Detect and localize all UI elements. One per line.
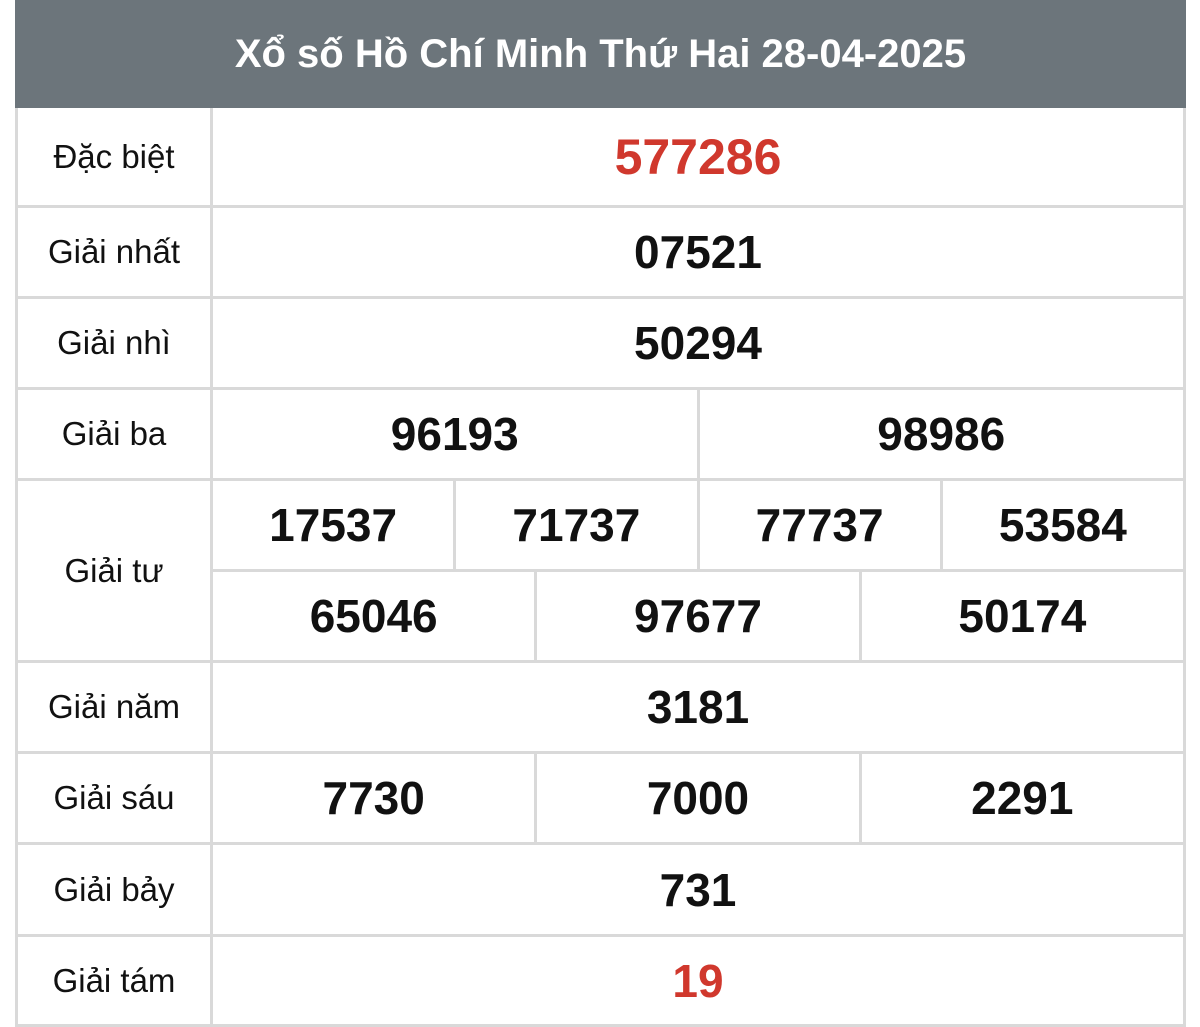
prize-label: Đặc biệt xyxy=(18,108,213,205)
prize-values: 07521 xyxy=(213,208,1183,296)
prize-row: Giải nhì 50294 xyxy=(15,299,1186,390)
prize-subrow: 65046 97677 50174 xyxy=(213,569,1183,660)
prize-values: 3181 xyxy=(213,663,1183,751)
prize-row: Giải ba 96193 98986 xyxy=(15,390,1186,481)
prize-values: 50294 xyxy=(213,299,1183,387)
prize-number: 98986 xyxy=(696,390,1184,478)
prize-number: 65046 xyxy=(309,590,438,642)
prize-subrow: 577286 xyxy=(213,108,1183,205)
prize-label: Giải năm xyxy=(18,663,213,751)
prize-row: Giải bảy 731 xyxy=(15,845,1186,937)
prize-subrow: 731 xyxy=(213,845,1183,934)
prize-values: 577286 xyxy=(213,108,1183,205)
prize-subrow: 3181 xyxy=(213,663,1183,751)
prize-label: Giải tám xyxy=(18,937,213,1024)
prize-values: 96193 98986 xyxy=(213,390,1183,478)
prize-row: Giải tám 19 xyxy=(15,937,1186,1027)
prize-number: 71737 xyxy=(453,481,696,569)
prize-row: Giải năm 3181 xyxy=(15,663,1186,754)
prize-number: 17537 xyxy=(269,499,398,551)
prize-values: 7730 7000 2291 xyxy=(213,754,1183,842)
prize-number: 50294 xyxy=(634,317,762,369)
prize-subrow: 19 xyxy=(213,937,1183,1024)
page-title: Xổ số Hồ Chí Minh Thứ Hai 28-04-2025 xyxy=(15,0,1186,108)
prize-subrow: 07521 xyxy=(213,208,1183,296)
prize-label: Giải sáu xyxy=(18,754,213,842)
prize-number: 77737 xyxy=(696,481,940,569)
prize-number: 577286 xyxy=(614,128,782,185)
prize-subrow: 7730 7000 2291 xyxy=(213,754,1183,842)
prize-label: Giải nhất xyxy=(18,208,213,296)
prize-row: Giải sáu 7730 7000 2291 xyxy=(15,754,1186,845)
prize-number: 53584 xyxy=(939,481,1183,569)
prize-label: Giải ba xyxy=(18,390,213,478)
prize-number: 2291 xyxy=(858,754,1183,842)
prize-label: Giải nhì xyxy=(18,299,213,387)
prize-number: 50174 xyxy=(858,572,1183,660)
prize-number: 7730 xyxy=(322,772,425,824)
prize-values: 731 xyxy=(213,845,1183,934)
prize-number: 96193 xyxy=(390,408,519,460)
prize-number: 97677 xyxy=(534,572,858,660)
prize-values: 17537 71737 77737 53584 65046 97677 50174 xyxy=(213,481,1183,660)
prize-row: Giải nhất 07521 xyxy=(15,208,1186,299)
prize-subrow: 50294 xyxy=(213,299,1183,387)
prize-number: 19 xyxy=(672,954,724,1007)
prize-values: 19 xyxy=(213,937,1183,1024)
prize-label: Giải tư xyxy=(18,481,213,660)
prize-number: 731 xyxy=(659,863,737,916)
prize-subrow: 17537 71737 77737 53584 xyxy=(213,481,1183,569)
prize-number: 7000 xyxy=(534,754,858,842)
prize-label: Giải bảy xyxy=(18,845,213,934)
prize-row: Đặc biệt 577286 xyxy=(15,108,1186,208)
prize-number: 3181 xyxy=(646,681,750,733)
prize-row: Giải tư 17537 71737 77737 53584 65046 97677 501… xyxy=(15,481,1186,663)
prize-number: 07521 xyxy=(634,226,762,278)
lottery-results-table: Xổ số Hồ Chí Minh Thứ Hai 28-04-2025 Đặc… xyxy=(15,0,1186,1027)
prize-subrow: 96193 98986 xyxy=(213,390,1183,478)
